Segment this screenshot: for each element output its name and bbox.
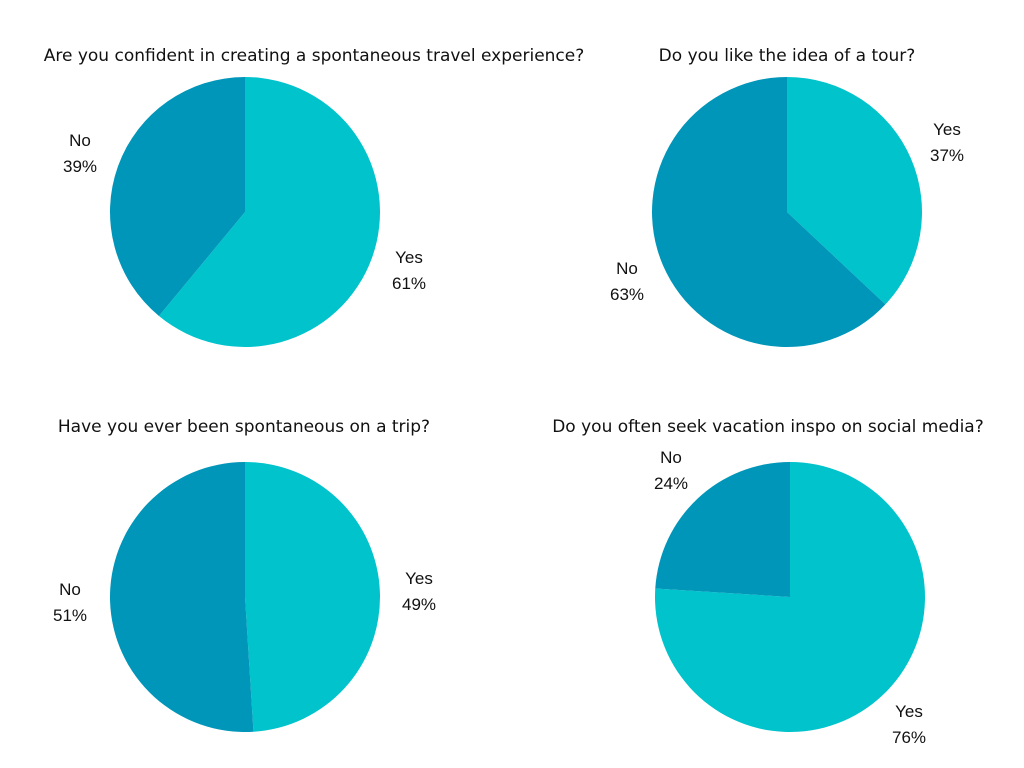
pie-slice-yes bbox=[245, 462, 380, 732]
pie-chart-spontaneous-trip: Have you ever been spontaneous on a trip… bbox=[53, 417, 436, 733]
pie-chart-social-media-inspo: Do you often seek vacation inspo on soci… bbox=[552, 417, 984, 747]
slice-label-yes: Yes bbox=[933, 120, 961, 139]
slice-value-yes: 49% bbox=[402, 595, 436, 614]
chart-title: Do you often seek vacation inspo on soci… bbox=[552, 417, 984, 437]
pie-slice-no bbox=[651, 77, 886, 347]
slice-value-no: 63% bbox=[610, 285, 644, 304]
pie-chart-tour: Do you like the idea of a tour? Yes 37% … bbox=[610, 46, 964, 347]
slice-label-no: No bbox=[69, 131, 91, 150]
slice-value-yes: 76% bbox=[892, 728, 926, 747]
slice-label-no: No bbox=[660, 448, 682, 467]
pie-slice-yes bbox=[158, 77, 380, 347]
chart-title: Are you confident in creating a spontane… bbox=[44, 46, 585, 66]
chart-title: Have you ever been spontaneous on a trip… bbox=[58, 417, 430, 437]
slice-label-yes: Yes bbox=[405, 569, 433, 588]
slice-value-yes: 37% bbox=[930, 146, 964, 165]
slice-value-no: 51% bbox=[53, 606, 87, 625]
slice-label-no: No bbox=[59, 580, 81, 599]
pie-slices bbox=[651, 77, 922, 347]
slice-value-yes: 61% bbox=[392, 274, 426, 293]
pie-slices bbox=[109, 462, 380, 733]
slice-value-no: 39% bbox=[63, 157, 97, 176]
pie-slices bbox=[655, 462, 925, 732]
slice-label-yes: Yes bbox=[395, 248, 423, 267]
pie-slice-no bbox=[655, 462, 790, 597]
pie-slice-no bbox=[110, 77, 245, 317]
pie-slice-yes bbox=[787, 77, 922, 305]
pie-chart-confident-spontaneous: Are you confident in creating a spontane… bbox=[44, 46, 585, 347]
chart-title: Do you like the idea of a tour? bbox=[659, 46, 916, 66]
pie-slice-no bbox=[109, 462, 254, 733]
slice-label-yes: Yes bbox=[895, 702, 923, 721]
slice-value-no: 24% bbox=[654, 474, 688, 493]
pie-slices bbox=[110, 77, 380, 347]
slice-label-no: No bbox=[616, 259, 638, 278]
